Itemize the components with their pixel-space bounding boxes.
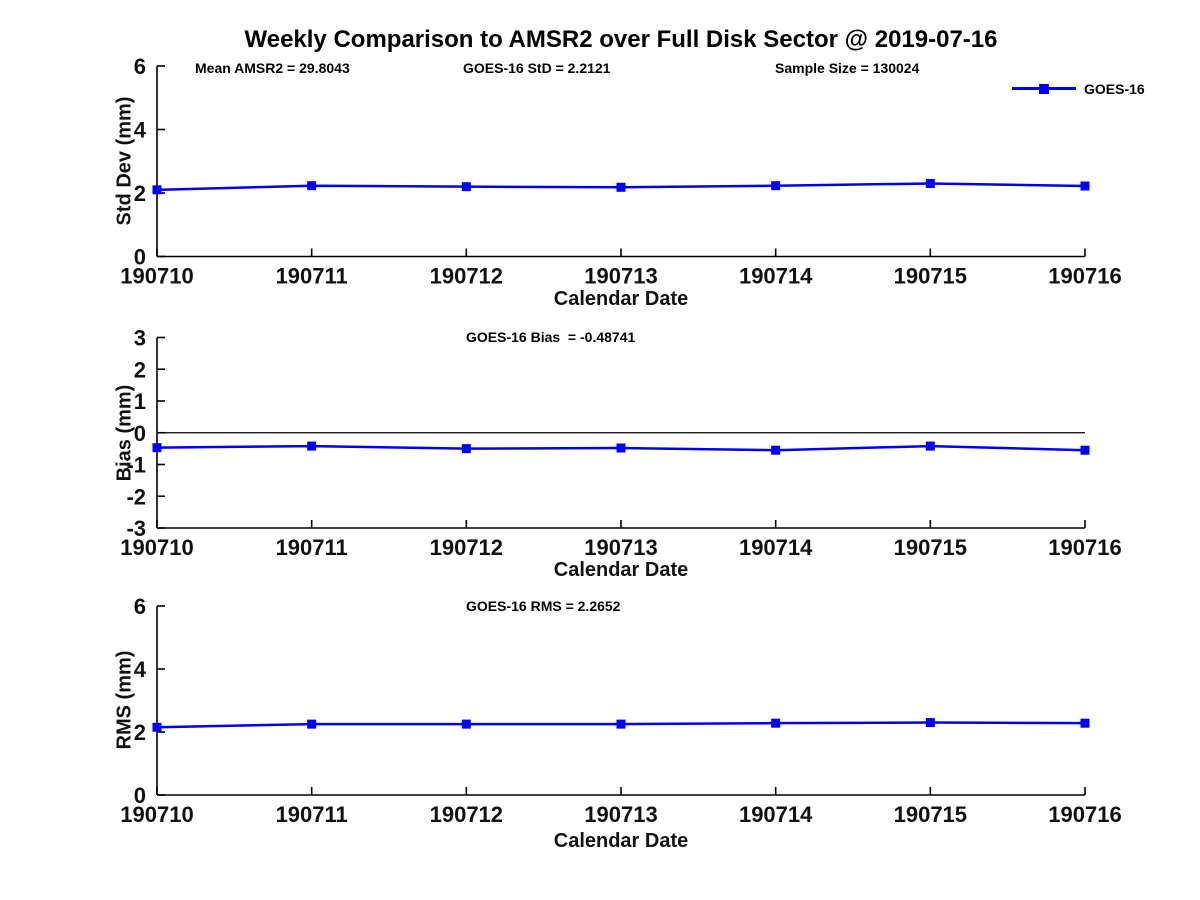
y-tick-label: 4 [134,118,147,143]
data-point-marker [307,719,317,729]
x-tick-label: 190716 [1048,535,1121,560]
xlabel-calendar-date-1: Calendar Date [553,288,689,310]
data-point-marker [771,445,781,455]
y-tick-label: 0 [134,245,146,270]
y-tick-label: 2 [134,357,146,382]
data-point-marker [925,718,935,728]
legend: GOES-16 [1012,80,1145,97]
x-tick-label: 190710 [120,802,193,827]
legend-label: GOES-16 [1084,80,1145,97]
ylabel-rms: RMS (mm) [113,650,136,750]
data-point-marker [1080,181,1090,191]
data-point-marker [616,443,626,453]
data-point-marker [771,181,781,191]
data-point-marker [152,185,162,195]
data-point-marker [771,718,781,728]
data-point-marker [616,182,626,192]
data-point-marker [925,178,935,188]
x-tick-label: 190714 [739,535,813,560]
x-tick-label: 190715 [894,535,967,560]
xlabel-calendar-date-2: Calendar Date [553,559,689,581]
x-tick-label: 190716 [1048,802,1121,827]
legend-line-marker-icon [1012,80,1076,97]
data-point-marker [1080,445,1090,455]
chart-title: Weekly Comparison to AMSR2 over Full Dis… [244,26,998,53]
annotation-sample-size: Sample Size = 130024 [775,60,920,76]
x-tick-label: 190711 [276,535,348,560]
annotation-goes16-std: GOES-16 StD = 2.2121 [463,60,611,76]
annotation-goes16-bias: GOES-16 Bias = -0.48741 [466,329,636,345]
y-tick-label: 1 [134,389,146,414]
x-tick-label: 190715 [894,802,967,827]
data-point-marker [461,444,471,454]
xlabel-calendar-date-3: Calendar Date [553,830,689,852]
x-tick-label: 190711 [276,264,348,289]
x-tick-label: 190712 [430,802,503,827]
annotation-goes16-rms: GOES-16 RMS = 2.2652 [466,598,621,614]
y-tick-label: 4 [134,657,147,682]
y-tick-label: 6 [134,54,146,79]
y-tick-label: -3 [126,516,146,541]
y-tick-label: 6 [134,594,146,619]
data-point-marker [152,443,162,453]
x-tick-label: 190716 [1048,264,1121,289]
x-tick-label: 190713 [584,802,657,827]
x-tick-label: 190713 [584,535,657,560]
y-tick-label: 0 [134,421,146,446]
y-tick-label: -2 [126,484,146,509]
x-tick-label: 190714 [739,264,813,289]
y-tick-label: 2 [134,181,146,206]
x-tick-label: 190711 [276,802,348,827]
data-point-marker [616,719,626,729]
x-tick-label: 190714 [739,802,813,827]
ylabel-std-dev: Std Dev (mm) [113,96,136,226]
data-point-marker [1080,718,1090,728]
x-tick-label: 190712 [430,264,503,289]
x-tick-label: 190712 [430,535,503,560]
data-point-marker [307,441,317,451]
data-point-marker [925,441,935,451]
y-tick-label: 2 [134,720,146,745]
x-tick-label: 190710 [120,264,193,289]
x-tick-label: 190715 [894,264,967,289]
data-point-marker [307,181,317,191]
annotation-mean-amsr2: Mean AMSR2 = 29.8043 [195,60,350,76]
y-tick-label: -1 [126,453,146,478]
ylabel-bias: Bias (mm) [113,384,136,482]
y-tick-label: 3 [134,326,146,351]
x-tick-label: 190710 [120,535,193,560]
data-point-marker [461,182,471,192]
x-tick-label: 190713 [584,264,657,289]
data-point-marker [152,722,162,732]
y-tick-label: 0 [134,783,146,808]
data-point-marker [461,719,471,729]
